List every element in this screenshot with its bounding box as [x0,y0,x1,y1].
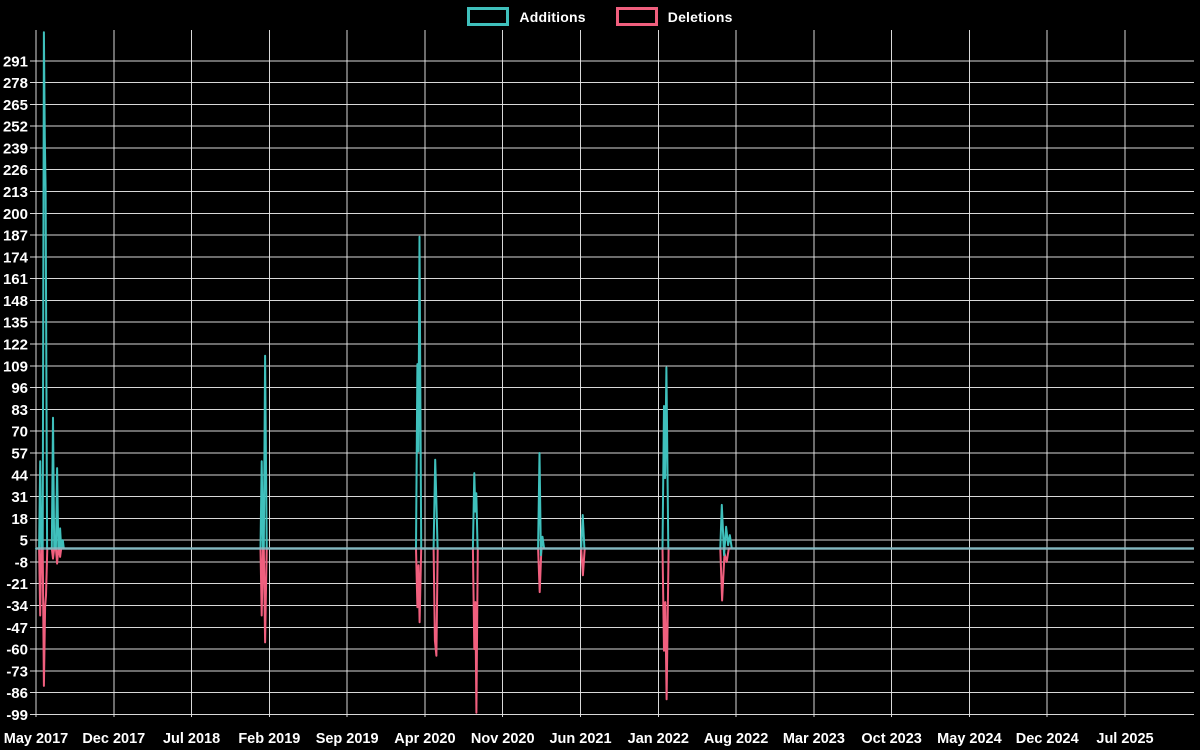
y-tick-label: 96 [11,380,28,397]
y-tick-label: -8 [15,554,28,571]
y-tick-label: 278 [3,75,28,92]
legend-label-additions: Additions [519,8,586,25]
y-tick-label: -99 [6,707,28,724]
x-tick-label: Apr 2020 [394,731,455,747]
deletions-line [35,547,1194,714]
y-tick-label: 200 [3,206,28,223]
x-tick-label: May 2017 [4,731,69,747]
y-tick-label: 239 [3,140,28,157]
chart-legend: Additions Deletions [0,7,1200,26]
y-tick-label: 252 [3,119,28,136]
y-tick-label: 18 [11,511,28,528]
x-tick-label: Aug 2022 [704,731,768,747]
legend-item-deletions[interactable]: Deletions [615,7,733,26]
y-tick-label: -47 [6,620,28,637]
y-tick-label: 213 [3,184,28,201]
x-tick-label: Jan 2022 [628,731,689,747]
x-tick-label: Jun 2021 [549,731,611,747]
deletions-swatch-icon [615,7,658,26]
y-tick-label: 31 [11,489,28,506]
y-tick-label: 83 [11,402,28,419]
x-tick-label: Mar 2023 [783,731,845,747]
y-tick-label: -60 [6,642,28,659]
y-tick-label: -86 [6,685,28,702]
y-tick-label: 174 [3,249,29,266]
y-tick-label: -21 [6,576,28,593]
x-tick-label: Feb 2019 [238,731,300,747]
y-tick-label: 226 [3,162,28,179]
legend-item-additions[interactable]: Additions [467,7,586,26]
y-tick-label: 44 [11,467,28,484]
y-tick-label: -34 [6,598,28,615]
y-tick-label: 265 [3,97,28,114]
y-tick-label: 135 [3,315,28,332]
y-tick-label: 5 [20,533,28,550]
y-tick-label: 148 [3,293,28,310]
x-tick-label: Dec 2024 [1016,731,1079,747]
y-tick-label: -73 [6,663,28,680]
x-tick-label: Jul 2025 [1096,731,1153,747]
y-tick-label: 57 [11,445,28,462]
y-tick-label: 122 [3,337,28,354]
x-tick-label: Nov 2020 [471,731,535,747]
y-tick-label: 109 [3,358,28,375]
x-tick-label: May 2024 [937,731,1002,747]
y-tick-label: 291 [3,53,28,70]
additions-line [35,31,1194,557]
additions-swatch-icon [467,7,510,26]
y-tick-label: 187 [3,228,28,245]
x-tick-label: Oct 2023 [861,731,921,747]
x-tick-label: Sep 2019 [316,731,379,747]
y-tick-label: 161 [3,271,28,288]
y-tick-label: 70 [11,424,28,441]
x-tick-label: Dec 2017 [82,731,145,747]
x-tick-label: Jul 2018 [163,731,220,747]
legend-label-deletions: Deletions [667,8,733,25]
